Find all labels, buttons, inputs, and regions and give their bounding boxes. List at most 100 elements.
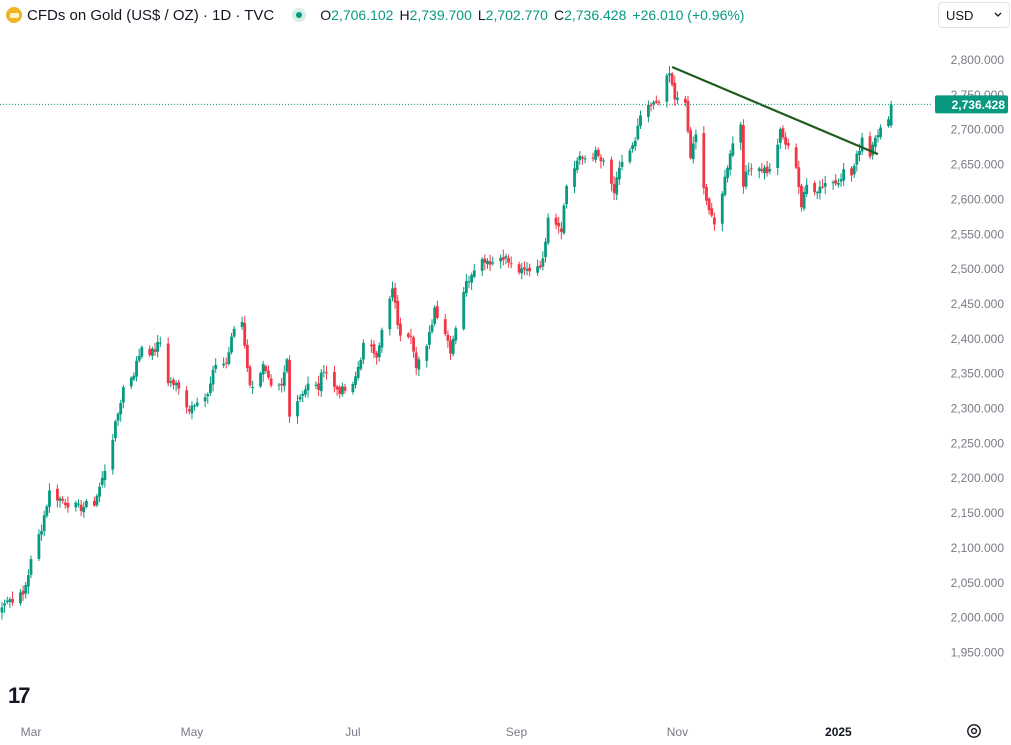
candle-body [760, 169, 764, 172]
candle-body [501, 257, 505, 260]
candle-body [391, 288, 394, 298]
y-tick-label: 2,500.000 [951, 262, 1005, 276]
settings-icon[interactable] [966, 723, 982, 739]
candle-body [694, 134, 698, 143]
candle-body [467, 281, 471, 283]
candle-body [412, 337, 415, 352]
candle-body [92, 501, 96, 506]
candle-body [797, 167, 801, 187]
candle-body [784, 137, 788, 145]
candle-body [726, 167, 729, 178]
candle-body [40, 531, 43, 535]
candle-body [214, 364, 218, 369]
candle-body [317, 383, 320, 390]
candle-body [665, 75, 669, 102]
candle-body [462, 292, 466, 330]
candle-body [834, 180, 838, 184]
candle-body [454, 328, 458, 341]
candle-body [889, 104, 893, 126]
candle-body [137, 356, 141, 361]
gold-symbol-icon[interactable] [6, 7, 22, 23]
candle-body [562, 205, 566, 234]
candle-body [227, 352, 231, 364]
chart-header: CFDs on Gold (US$ / OZ) · 1D · TVC O 2,7… [6, 4, 744, 26]
high-label: H [399, 7, 410, 23]
candle-body [815, 192, 819, 194]
candle-body [520, 268, 524, 274]
candle-body [185, 390, 189, 408]
candle-body [380, 329, 384, 348]
candle-body [119, 403, 123, 415]
candle-body [554, 217, 558, 225]
candle-body [763, 167, 766, 174]
candle-body [765, 166, 769, 173]
market-status-icon[interactable] [292, 8, 307, 22]
close-label: C [553, 7, 565, 23]
candle-body [114, 421, 117, 439]
candle-body [850, 168, 853, 176]
candle-body [602, 160, 605, 162]
candle-body [786, 143, 790, 146]
candle-body [794, 147, 798, 168]
candle-body [343, 386, 347, 391]
candle-body [633, 140, 637, 147]
candle-body [409, 336, 413, 338]
candle-body [100, 477, 104, 485]
candle-body [528, 267, 532, 272]
candle-body [855, 153, 859, 165]
symbol-title[interactable]: CFDs on Gold (US$ / OZ) · 1D · TVC [27, 6, 275, 24]
low-value: 2,702.770 [485, 7, 548, 23]
candle-body [425, 346, 429, 361]
candle-body [747, 170, 751, 172]
candle-body [3, 603, 7, 606]
candle-body [683, 98, 687, 103]
candle-body [670, 73, 674, 85]
candle-body [304, 389, 307, 395]
currency-select[interactable]: USD [938, 2, 1010, 28]
candle-body [153, 349, 157, 352]
candle-body [852, 165, 856, 175]
candle-body [351, 383, 355, 393]
candle-body [48, 490, 51, 507]
candle-body [19, 592, 22, 604]
candle-body [26, 575, 30, 587]
candle-body [617, 167, 621, 180]
candle-body [486, 260, 489, 265]
tradingview-logo[interactable]: 17 [8, 683, 31, 708]
candle-body [887, 119, 890, 127]
candle-body [45, 506, 49, 516]
y-tick-label: 2,800.000 [951, 53, 1005, 67]
candle-body [831, 181, 835, 184]
candle-body [375, 353, 379, 358]
candle-body [388, 298, 392, 330]
candle-body [446, 334, 450, 341]
candle-body [222, 363, 226, 366]
candle-body [158, 342, 162, 344]
candle-body [631, 145, 634, 150]
candle-body [414, 352, 418, 368]
candle-body [393, 287, 397, 303]
candle-body [282, 372, 286, 387]
candle-body [705, 186, 708, 201]
candle-body [362, 342, 365, 360]
y-tick-label: 2,200.000 [951, 471, 1005, 485]
candle-body [148, 348, 152, 356]
candle-body [98, 486, 102, 497]
candle-body [285, 359, 289, 372]
candle-body [417, 359, 421, 370]
candle-body [82, 506, 86, 513]
candle-body [169, 381, 173, 383]
candle-body [195, 402, 199, 406]
candle-body [538, 265, 542, 268]
candle-body [628, 150, 632, 162]
candle-body [480, 259, 484, 271]
candle-body [744, 171, 748, 187]
x-tick-label: Jul [345, 725, 360, 739]
candle-body [691, 143, 695, 160]
candle-body [710, 208, 714, 216]
candle-body [135, 360, 138, 377]
open-value: 2,706.102 [331, 7, 394, 23]
candle-body [322, 371, 326, 373]
candle-body [277, 384, 281, 386]
